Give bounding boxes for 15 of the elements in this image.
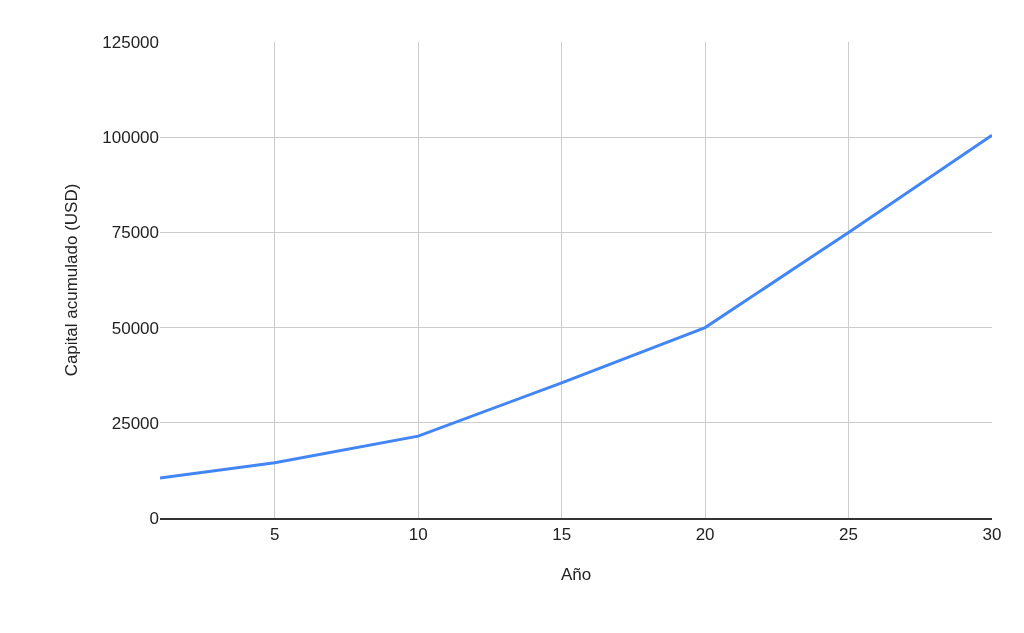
x-tick-label: 25 xyxy=(839,525,859,545)
y-tick-label: 75000 xyxy=(111,223,159,243)
line-series xyxy=(160,133,992,480)
x-tick-label: 10 xyxy=(408,525,428,545)
x-tick-label: 15 xyxy=(552,525,572,545)
y-tick-label: 50000 xyxy=(111,318,159,338)
x-tick-label: 20 xyxy=(695,525,715,545)
y-tick-label: 125000 xyxy=(102,32,159,52)
y-axis-title: Capital acumulado (USD) xyxy=(61,183,81,377)
y-tick-label: 25000 xyxy=(111,413,159,433)
y-tick-label: 0 xyxy=(149,508,159,528)
x-axis-title: Año xyxy=(560,565,592,585)
x-tick-label: 30 xyxy=(982,525,1002,545)
y-tick-label: 100000 xyxy=(102,128,159,148)
x-tick-label: 5 xyxy=(270,525,280,545)
